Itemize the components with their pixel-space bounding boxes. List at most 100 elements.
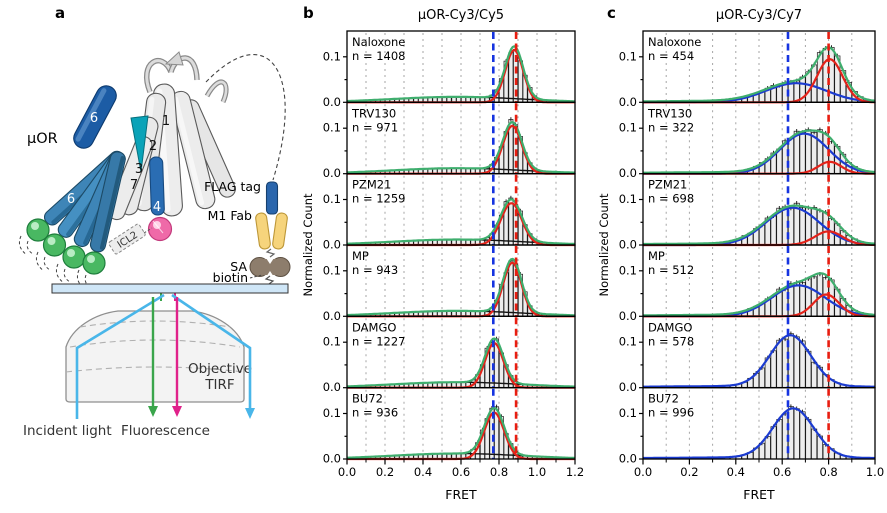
x-tick-label: 0.8	[490, 465, 508, 479]
total-fit-curve	[643, 129, 876, 174]
incident-light-label: Incident light	[23, 423, 112, 439]
gridlines	[365, 389, 557, 458]
y-tick-label: 0.1	[619, 192, 637, 206]
fab-sa-linker	[265, 248, 276, 258]
objective-label-line1: Objective	[188, 361, 252, 377]
total-fit-curve	[643, 204, 876, 246]
ligand-label: TRV130	[647, 106, 692, 120]
histogram-bars	[346, 406, 576, 460]
biotin-pointer	[249, 274, 263, 279]
subplot-border	[346, 244, 576, 317]
total-fit-curve	[347, 406, 576, 460]
panel-a-schematic: ICL2 6 1 2 3 7 4 6 μOR FLAG tag	[19, 51, 291, 439]
y-tick-label: 0.1	[619, 263, 637, 277]
objective-label-line2: TIRF	[204, 377, 234, 393]
glass-slide	[51, 283, 289, 294]
total-fit-curve	[643, 407, 875, 460]
x-tick-label: 0.0	[338, 465, 356, 479]
y-ticks	[639, 270, 643, 317]
ligand-label: Naloxone	[352, 35, 405, 49]
incident-light-arrowhead	[245, 408, 255, 419]
receptor-gray-helices	[107, 83, 236, 221]
y-tick-label: 0.0	[619, 166, 637, 180]
icl2-pointer	[143, 227, 153, 234]
panel-b: b μOR-Cy3/Cy5 Normalized Count 0.0 0.1 Nal…	[300, 0, 593, 513]
ligand-label: PZM21	[648, 178, 687, 192]
x-tick-label: 0.6	[452, 465, 470, 479]
receptor-label: μOR	[27, 131, 58, 147]
panel-a: a	[0, 0, 300, 513]
sa-label: SA	[230, 259, 247, 274]
objective-body	[65, 310, 245, 403]
ligand-label: BU72	[352, 392, 383, 406]
y-tick-label: 0.1	[323, 406, 341, 420]
ligand-label: MP	[352, 249, 369, 263]
y-ticks	[343, 56, 347, 103]
x-tick-label: 0.6	[773, 465, 791, 479]
x-tick-label: 0.4	[727, 465, 745, 479]
y-tick-label: 0.1	[619, 121, 637, 135]
y-ticks	[639, 412, 643, 460]
y-tick-label: 0.1	[323, 192, 341, 206]
n-count-label: n = 971	[352, 120, 398, 134]
y-ticks	[639, 341, 643, 389]
y-tick-label: 0.0	[619, 452, 637, 466]
panel-c: c μOR-Cy3/Cy7 Normalized Count 0.0 0.1 Nal…	[593, 0, 887, 513]
fluorescence-label: Fluorescence	[121, 423, 210, 439]
y-ticks	[639, 56, 643, 103]
y-tick-label: 0.1	[619, 49, 637, 63]
incident-light-beams	[75, 293, 252, 419]
x-tick-label: 1.0	[866, 465, 884, 479]
tm7-number: 7	[130, 178, 138, 193]
y-tick-label: 0.1	[323, 335, 341, 349]
total-fit-curve	[643, 272, 876, 317]
n-count-label: n = 1408	[352, 49, 406, 63]
ligand-label: MP	[648, 249, 665, 263]
y-ticks	[343, 127, 347, 175]
panel-c-xlabel: FRET	[743, 487, 775, 502]
n-count-label: n = 1227	[352, 334, 406, 348]
x-tick-label: 0.4	[414, 465, 432, 479]
n-count-label: n = 1259	[352, 192, 406, 206]
y-ticks	[639, 127, 643, 175]
y-tick-label: 0.0	[323, 452, 341, 466]
panel-b-title: μOR-Cy3/Cy5	[417, 8, 505, 23]
y-tick-label: 0.0	[619, 309, 637, 323]
y-tick-label: 0.0	[323, 309, 341, 323]
extracellular-loops	[143, 51, 229, 104]
tm4-number: 4	[153, 200, 161, 215]
panel-b-xlabel: FRET	[445, 487, 477, 502]
n-count-label: n = 698	[648, 192, 694, 206]
n-count-label: n = 936	[352, 406, 398, 420]
x-tick-label: 0.8	[819, 465, 837, 479]
objective-lens-contours	[65, 320, 245, 373]
y-ticks	[343, 412, 347, 460]
flag-tag-shape	[265, 181, 279, 215]
x-axis-ticks	[642, 459, 876, 465]
y-tick-label: 0.0	[323, 380, 341, 394]
panel-c-letter: c	[607, 4, 616, 22]
ligand-label: PZM21	[352, 178, 391, 192]
ligand-label: Naloxone	[648, 35, 701, 49]
n-count-label: n = 996	[648, 406, 694, 420]
y-tick-label: 0.0	[619, 95, 637, 109]
donor-dye-spheres	[26, 218, 106, 275]
n-count-label: n = 322	[648, 120, 694, 134]
acceptor-dye-sphere	[147, 216, 173, 242]
y-tick-label: 0.1	[323, 263, 341, 277]
n-terminus-dashed-tether	[205, 53, 286, 181]
flag-tag-label: FLAG tag	[204, 179, 261, 194]
x-tick-label: 0.2	[680, 465, 698, 479]
y-tick-label: 0.1	[323, 121, 341, 135]
total-fit-curve	[347, 198, 576, 246]
y-tick-label: 0.0	[619, 238, 637, 252]
n-count-label: n = 578	[648, 334, 694, 348]
m1-fab-shape	[255, 212, 288, 250]
m1-fab-label: M1 Fab	[208, 208, 252, 223]
y-ticks	[343, 270, 347, 317]
x-tick-label: 0.0	[634, 465, 652, 479]
tm6-fan-number: 6	[67, 192, 75, 207]
y-tick-label: 0.1	[323, 49, 341, 63]
